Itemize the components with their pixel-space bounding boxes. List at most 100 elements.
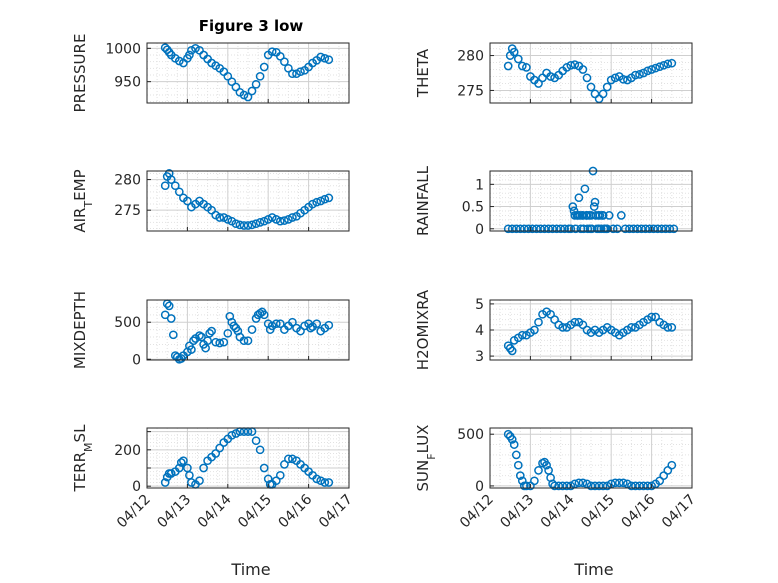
data-point xyxy=(534,466,543,475)
data-point xyxy=(507,346,517,356)
data-point xyxy=(251,79,261,89)
data-point xyxy=(590,481,600,491)
y-tick-label: 280 xyxy=(114,173,141,189)
y-tick-label: 0 xyxy=(475,222,484,238)
y-tick-label: 3 xyxy=(475,349,484,365)
data-point xyxy=(631,481,640,491)
data-point xyxy=(271,215,281,224)
y-tick-label: 1000 xyxy=(105,41,141,57)
data-point xyxy=(566,224,576,234)
data-point xyxy=(247,220,257,230)
data-point xyxy=(554,481,564,491)
data-point xyxy=(653,224,663,234)
data-point xyxy=(570,317,580,327)
data-point xyxy=(243,221,253,230)
data-point xyxy=(631,70,640,80)
data-point xyxy=(174,56,184,66)
data-point xyxy=(550,315,559,324)
y-tick-label: 275 xyxy=(457,83,484,99)
data-point xyxy=(665,224,675,234)
y-tick-label: 500 xyxy=(457,427,484,443)
data-point xyxy=(275,51,285,61)
data-point xyxy=(189,336,198,346)
data-point xyxy=(511,450,521,460)
data-point xyxy=(306,323,315,333)
y-tick-label: 0 xyxy=(132,352,141,368)
data-point xyxy=(271,319,281,329)
data-point xyxy=(255,218,265,227)
y-tick-label: 0.5 xyxy=(462,200,484,216)
figure-title: Figure 3 low xyxy=(199,17,304,35)
data-point xyxy=(524,224,533,234)
data-point xyxy=(635,481,644,491)
data-point xyxy=(511,224,521,234)
data-point xyxy=(205,328,214,338)
data-point xyxy=(275,319,285,329)
data-point xyxy=(267,213,277,222)
data-point xyxy=(645,224,654,234)
y-axis-label: SUNFLUX xyxy=(414,425,438,492)
data-point xyxy=(528,224,537,234)
data-point xyxy=(195,476,204,486)
data-point xyxy=(174,187,184,197)
data-point xyxy=(185,50,194,60)
data-point xyxy=(176,458,186,467)
data-point xyxy=(312,474,322,484)
panel-mixdepth: 0 500 MIXDEPTH xyxy=(71,291,350,369)
data-point xyxy=(513,54,523,64)
data-point xyxy=(160,310,170,320)
axes-box xyxy=(489,427,693,489)
data-point xyxy=(669,224,679,234)
data-point xyxy=(558,323,568,332)
data-point xyxy=(211,449,221,458)
data-point xyxy=(649,224,658,234)
y-tick-label: 275 xyxy=(114,203,141,219)
x-axis-label-left: Time xyxy=(230,560,270,579)
data-point xyxy=(548,224,557,234)
data-point xyxy=(568,202,578,211)
axes-box xyxy=(146,427,350,489)
data-point xyxy=(550,481,559,491)
y-tick-label: 950 xyxy=(114,75,141,91)
data-point xyxy=(643,66,652,76)
data-point xyxy=(280,57,289,67)
data-point xyxy=(610,478,620,488)
data-point xyxy=(667,323,677,332)
data-point xyxy=(639,481,648,491)
data-point xyxy=(507,435,517,444)
data-point xyxy=(522,63,531,72)
data-markers xyxy=(503,307,677,356)
data-markers xyxy=(160,43,334,102)
data-point xyxy=(651,63,660,73)
data-point xyxy=(235,220,245,230)
data-point xyxy=(183,196,192,206)
y-tick-label: 0 xyxy=(132,479,141,495)
data-point xyxy=(199,463,208,473)
y-tick-label: 1 xyxy=(475,177,484,193)
data-point xyxy=(594,481,604,491)
data-point xyxy=(312,197,322,207)
data-point xyxy=(663,59,673,69)
data-point xyxy=(296,67,305,77)
y-tick-label: 500 xyxy=(114,315,141,331)
data-point xyxy=(160,181,170,191)
data-point xyxy=(219,337,229,347)
data-point xyxy=(657,224,667,234)
data-point xyxy=(598,481,608,491)
data-point xyxy=(580,184,590,194)
data-point xyxy=(586,481,596,491)
x-axis-label-right: Time xyxy=(573,560,613,579)
data-point xyxy=(558,481,568,491)
data-point xyxy=(582,73,592,83)
data-point xyxy=(164,301,174,311)
data-point xyxy=(517,330,527,340)
data-point xyxy=(170,181,180,191)
data-point xyxy=(308,199,317,209)
data-point xyxy=(275,470,285,480)
data-point xyxy=(614,478,624,488)
data-point xyxy=(324,478,334,487)
data-point xyxy=(540,224,549,234)
data-point xyxy=(316,196,326,206)
data-markers xyxy=(160,299,334,364)
data-point xyxy=(637,224,646,234)
